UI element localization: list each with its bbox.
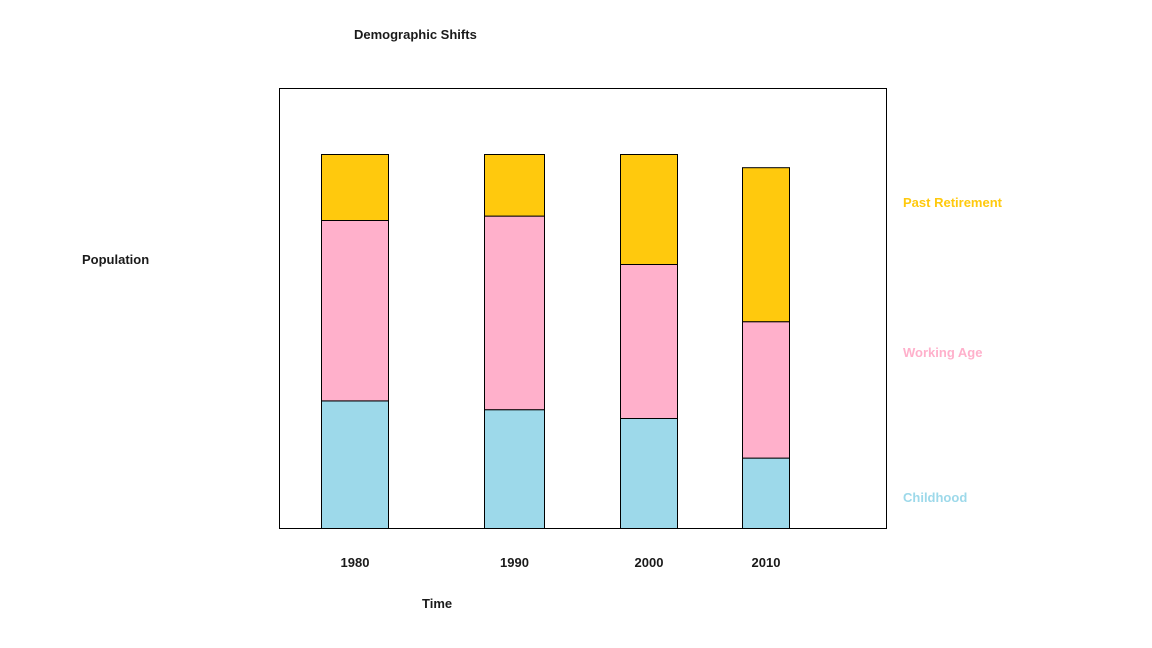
x-tick-1980: 1980 [340,555,370,570]
bar-2000-working-age [620,264,678,419]
x-tick-1990: 1990 [500,555,529,570]
bar-1990-past-retirement [484,154,545,217]
x-tick-2000: 2000 [634,555,664,570]
y-axis-label: Population [82,252,150,267]
chart-title: Demographic Shifts [354,27,477,42]
bar-1980-working-age [321,220,389,402]
legend-working-age: Working Age [903,345,983,360]
x-tick-2010: 2010 [751,555,781,570]
bar-2010-past-retirement [742,167,790,323]
bars-group [321,154,790,530]
bar-1980-childhood [321,400,389,529]
bar-1980-past-retirement [321,154,389,221]
bar-2000-past-retirement [620,154,678,265]
bar-1990-childhood [484,409,545,530]
bar-1990-working-age [484,215,545,411]
legend-childhood: Childhood [903,490,968,505]
bar-2000-childhood [620,418,678,529]
bar-2010-working-age [742,321,790,459]
bar-2010-childhood [742,457,790,530]
legend-past-retirement: Past Retirement [903,195,1002,210]
plot-area-frame [279,88,887,529]
x-axis-label: Time [422,596,453,611]
